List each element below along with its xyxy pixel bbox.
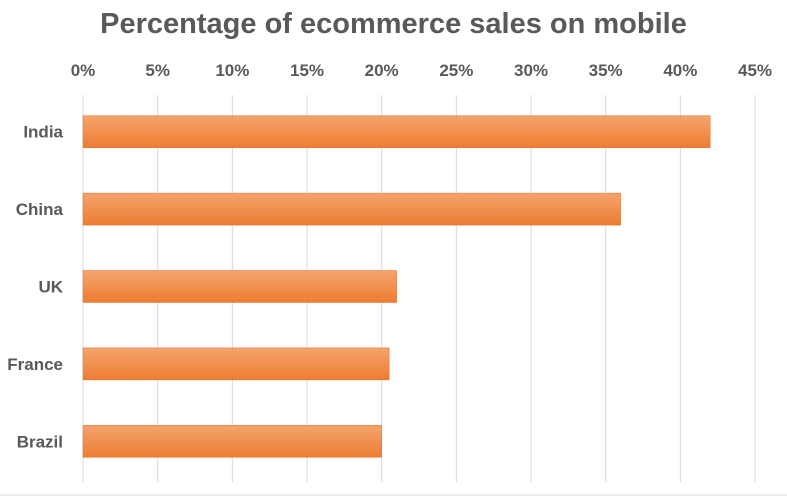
bar-uk [82,270,397,303]
x-tick-label: 40% [663,61,697,80]
bars [82,115,711,458]
category-label: China [16,200,64,219]
x-tick-label: 45% [738,61,772,80]
x-tick-labels: 0% 5% 10% 15% 20% 25% 30% 35% 40% 45% [71,61,772,80]
x-tick-label: 30% [514,61,548,80]
chart-title: Percentage of ecommerce sales on mobile [100,8,687,40]
bar-china [82,192,621,226]
x-tick-label: 15% [290,61,324,80]
category-label: Brazil [17,432,63,451]
bar-france [82,347,390,381]
x-tick-label: 0% [71,61,96,80]
category-label: France [7,355,63,374]
bar-india [82,115,711,148]
x-tick-label: 10% [215,61,249,80]
category-label: UK [38,278,63,297]
category-labels: India China UK France Brazil [7,123,63,452]
x-tick-label: 35% [589,61,623,80]
bar-brazil [82,425,382,458]
x-tick-label: 25% [439,61,473,80]
x-tick-label: 20% [365,61,399,80]
x-tick-label: 5% [145,61,170,80]
category-label: India [23,123,63,142]
